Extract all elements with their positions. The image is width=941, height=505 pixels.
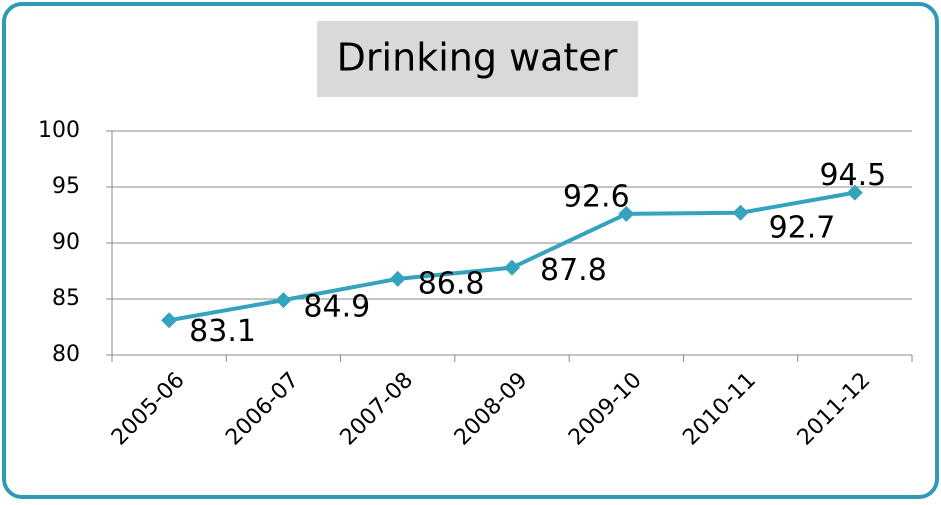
- y-tick-label: 85: [52, 286, 80, 311]
- data-label: 92.6: [563, 179, 630, 214]
- marker: [846, 184, 863, 201]
- data-label: 94.5: [819, 158, 886, 193]
- chart-border: [2, 2, 939, 499]
- marker: [161, 312, 178, 329]
- y-tick-label: 90: [52, 230, 80, 255]
- y-tick-label: 95: [52, 174, 80, 199]
- data-label: 87.8: [540, 253, 607, 288]
- data-label: 92.7: [769, 210, 836, 245]
- chart-title: Drinking water: [337, 36, 618, 80]
- marker: [732, 204, 749, 221]
- marker: [504, 259, 520, 276]
- data-label: 83.1: [189, 314, 256, 349]
- title-box: [317, 21, 638, 97]
- data-label: 86.8: [418, 266, 485, 301]
- y-tick-label: 80: [52, 342, 80, 367]
- marker: [389, 270, 406, 287]
- data-label: 84.9: [303, 290, 370, 325]
- y-tick-label: 100: [38, 118, 80, 143]
- marker: [618, 205, 635, 222]
- marker: [275, 292, 292, 309]
